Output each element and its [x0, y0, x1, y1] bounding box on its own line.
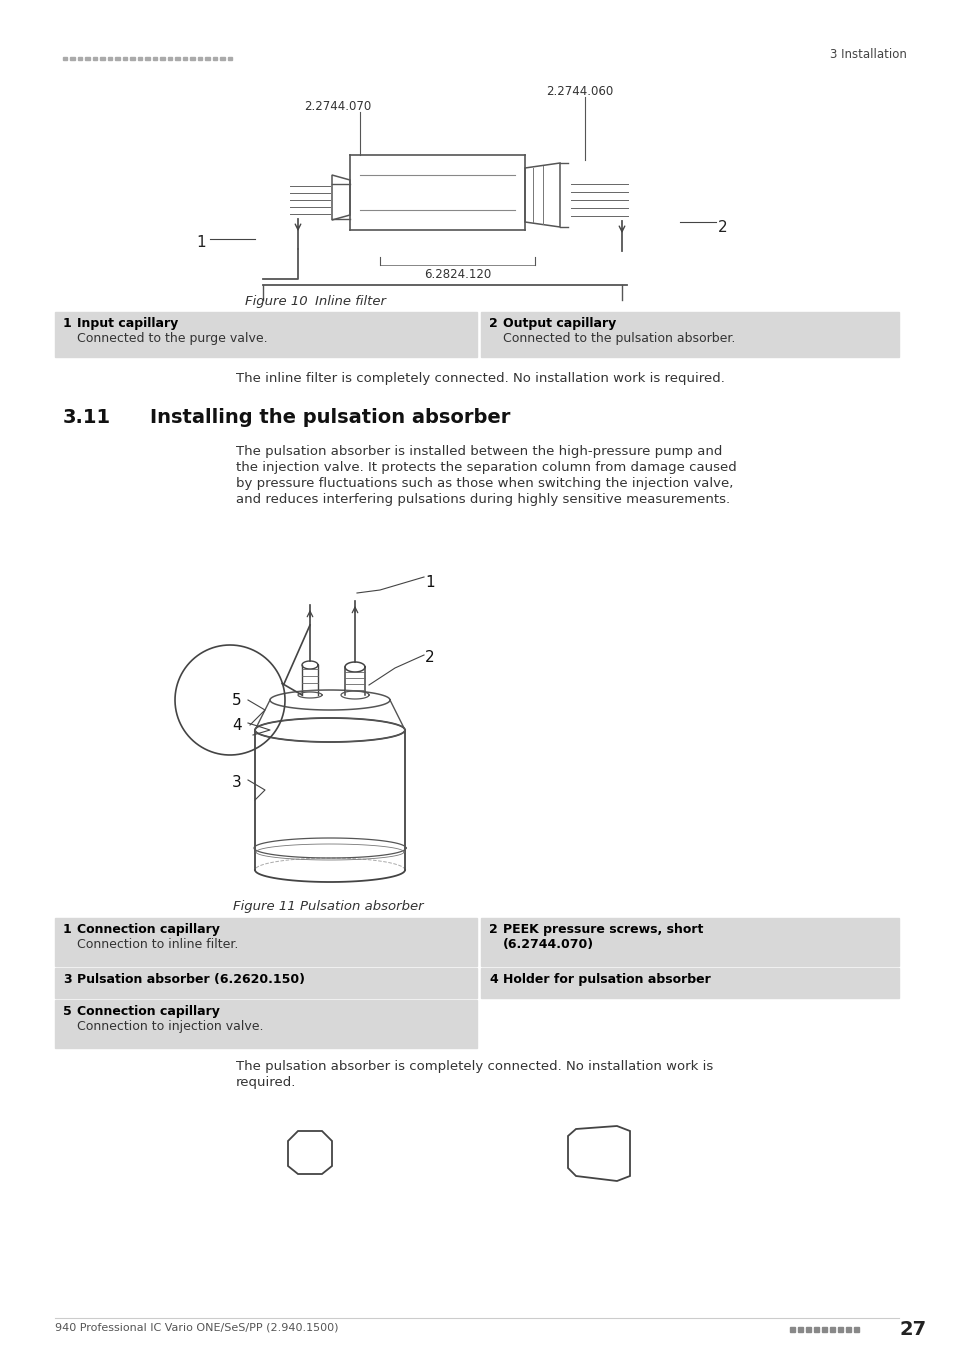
Bar	[160, 57, 165, 59]
Text: Connection capillary: Connection capillary	[77, 923, 219, 936]
Text: and reduces interfering pulsations during highly sensitive measurements.: and reduces interfering pulsations durin…	[235, 493, 729, 506]
Text: PEEK pressure screws, short: PEEK pressure screws, short	[502, 923, 702, 936]
Bar	[853, 1327, 858, 1332]
Text: Output capillary: Output capillary	[502, 317, 616, 329]
Bar	[92, 57, 97, 59]
Text: 2: 2	[489, 317, 497, 329]
Text: 1: 1	[195, 235, 206, 250]
Bar	[789, 1327, 794, 1332]
Text: Inline filter: Inline filter	[314, 296, 386, 308]
Text: 2.2744.060: 2.2744.060	[546, 85, 613, 99]
Text: by pressure fluctuations such as those when switching the injection valve,: by pressure fluctuations such as those w…	[235, 477, 733, 490]
Bar	[183, 57, 188, 59]
Bar	[146, 57, 150, 59]
Text: 3 Installation: 3 Installation	[829, 49, 906, 61]
Bar	[71, 57, 75, 59]
Text: required.: required.	[235, 1076, 296, 1089]
Bar	[168, 57, 172, 59]
Text: (6.2744.070): (6.2744.070)	[502, 938, 594, 950]
Text: 4: 4	[232, 718, 241, 733]
Bar	[100, 57, 105, 59]
Text: 4: 4	[489, 973, 497, 985]
Text: 5: 5	[232, 693, 241, 707]
Bar	[829, 1327, 834, 1332]
Bar	[55, 968, 476, 998]
Text: Pulsation absorber: Pulsation absorber	[299, 900, 423, 913]
Bar	[108, 57, 112, 59]
Bar	[821, 1327, 826, 1332]
Bar	[115, 57, 120, 59]
Bar	[55, 1000, 476, 1048]
Text: The pulsation absorber is installed between the high-pressure pump and: The pulsation absorber is installed betw…	[235, 446, 721, 458]
Text: 1: 1	[424, 575, 435, 590]
Text: 2.2744.070: 2.2744.070	[304, 100, 372, 113]
Bar	[813, 1327, 818, 1332]
Bar	[205, 57, 210, 59]
Bar	[55, 312, 476, 356]
Text: 2: 2	[718, 220, 727, 235]
Text: 5: 5	[63, 1004, 71, 1018]
Bar	[480, 312, 898, 356]
Bar	[198, 57, 202, 59]
Bar	[213, 57, 217, 59]
Text: Figure 11: Figure 11	[233, 900, 295, 913]
Bar	[175, 57, 180, 59]
Bar	[837, 1327, 842, 1332]
Bar	[63, 57, 68, 59]
Text: 6.2824.120: 6.2824.120	[424, 269, 491, 281]
Text: Input capillary: Input capillary	[77, 317, 178, 329]
Text: 3: 3	[232, 775, 241, 790]
Text: The inline filter is completely connected. No installation work is required.: The inline filter is completely connecte…	[235, 373, 724, 385]
Text: 2: 2	[489, 923, 497, 936]
Text: Connected to the pulsation absorber.: Connected to the pulsation absorber.	[502, 332, 735, 346]
Text: Connection capillary: Connection capillary	[77, 1004, 219, 1018]
Text: Connection to inline filter.: Connection to inline filter.	[77, 938, 238, 950]
Bar	[152, 57, 157, 59]
Text: Connection to injection valve.: Connection to injection valve.	[77, 1021, 263, 1033]
Text: Connected to the purge valve.: Connected to the purge valve.	[77, 332, 268, 346]
Bar	[123, 57, 128, 59]
Text: 27: 27	[899, 1320, 926, 1339]
Bar	[805, 1327, 810, 1332]
Bar	[480, 918, 898, 967]
Bar	[191, 57, 194, 59]
Text: Figure 10: Figure 10	[245, 296, 307, 308]
Text: 2: 2	[424, 649, 435, 666]
Text: 1: 1	[63, 923, 71, 936]
Bar	[86, 57, 90, 59]
Text: The pulsation absorber is completely connected. No installation work is: The pulsation absorber is completely con…	[235, 1060, 713, 1073]
Bar	[78, 57, 82, 59]
Bar	[480, 968, 898, 998]
Text: Holder for pulsation absorber: Holder for pulsation absorber	[502, 973, 710, 985]
Bar	[220, 57, 225, 59]
Bar	[228, 57, 233, 59]
Text: the injection valve. It protects the separation column from damage caused: the injection valve. It protects the sep…	[235, 460, 736, 474]
Bar	[138, 57, 142, 59]
Bar	[845, 1327, 850, 1332]
Text: 3.11: 3.11	[63, 408, 111, 427]
Bar	[797, 1327, 802, 1332]
Text: Installing the pulsation absorber: Installing the pulsation absorber	[150, 408, 510, 427]
Text: 3: 3	[63, 973, 71, 985]
Bar	[131, 57, 135, 59]
Text: Pulsation absorber (6.2620.150): Pulsation absorber (6.2620.150)	[77, 973, 305, 985]
Text: 1: 1	[63, 317, 71, 329]
Text: 940 Professional IC Vario ONE/SeS/PP (2.940.1500): 940 Professional IC Vario ONE/SeS/PP (2.…	[55, 1323, 338, 1332]
Bar	[55, 918, 476, 967]
